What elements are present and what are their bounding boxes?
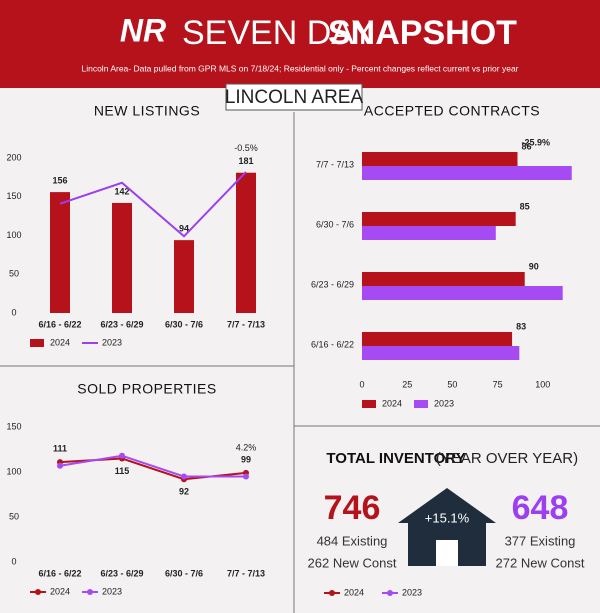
bar: [236, 172, 256, 313]
legend-label: 2024: [50, 337, 70, 347]
house-icon: [398, 488, 496, 566]
x-tick-label: 50: [447, 379, 457, 389]
title-bold: SNAPSHOT: [328, 14, 517, 52]
title-light: SEVEN DAY: [182, 14, 374, 52]
bar: [362, 272, 525, 286]
x-tick-label: 6/30 - 7/6: [165, 319, 203, 329]
x-tick-label: 7/7 - 7/13: [227, 568, 265, 578]
y-tick-label: 6/23 - 6/29: [311, 279, 354, 289]
value-label: 142: [114, 186, 129, 196]
y-tick-label: 100: [6, 230, 21, 240]
y-tick-label: 200: [6, 152, 21, 162]
bar: [50, 192, 70, 313]
inventory-new: 272 New Const: [496, 555, 585, 570]
point: [57, 462, 63, 469]
legend-marker: [35, 589, 41, 595]
point: [119, 452, 125, 459]
x-tick-label: 100: [535, 379, 550, 389]
y-tick-label: 0: [11, 556, 16, 566]
x-tick-label: 0: [359, 379, 364, 389]
value-label: 90: [529, 261, 539, 271]
area-label: LINCOLN AREA: [225, 87, 364, 108]
bar: [362, 152, 518, 166]
point: [181, 473, 187, 480]
legend-swatch: [414, 400, 428, 408]
legend-label: 2024: [50, 586, 70, 596]
y-tick-label: 6/16 - 6/22: [311, 339, 354, 349]
value-label: 94: [179, 224, 189, 234]
y-tick-label: 7/7 - 7/13: [316, 159, 354, 169]
header-bg: [0, 0, 600, 88]
x-tick-label: 7/7 - 7/13: [227, 319, 265, 329]
y-tick-label: 150: [6, 191, 21, 201]
value-label: 156: [52, 175, 67, 185]
bar: [362, 346, 520, 360]
x-tick-label: 6/23 - 6/29: [100, 568, 143, 578]
line: [59, 171, 247, 238]
area-box: [225, 83, 363, 111]
value-label: 111: [53, 443, 67, 453]
legend-label: 2023: [434, 398, 454, 408]
legend-label: 2024: [344, 587, 364, 597]
annotation: 4.2%: [236, 442, 257, 452]
legend-label: 2023: [102, 586, 122, 596]
legend-label: 2023: [102, 337, 122, 347]
legend-swatch: [362, 400, 376, 408]
inventory-subtitle: (YEAR OVER YEAR): [436, 450, 578, 467]
y-tick-label: 6/30 - 7/6: [316, 219, 354, 229]
value-label: 115: [115, 466, 130, 476]
house-door: [436, 540, 458, 566]
chart-title: NEW LISTINGS: [94, 103, 200, 119]
y-tick-label: 50: [9, 511, 19, 521]
bar: [174, 240, 194, 313]
value-label: 83: [516, 321, 526, 331]
x-tick-label: 6/23 - 6/29: [100, 319, 143, 329]
bar: [362, 166, 572, 180]
inventory-existing: 484 Existing: [317, 533, 388, 548]
subtitle: Lincoln Area- Data pulled from GPR MLS o…: [81, 63, 518, 73]
y-tick-label: 150: [6, 421, 21, 431]
y-tick-label: 0: [11, 307, 16, 317]
x-tick-label: 6/16 - 6/22: [38, 568, 81, 578]
inventory-existing: 377 Existing: [505, 533, 576, 548]
inventory-total: 648: [512, 489, 569, 527]
annotation: -0.5%: [234, 143, 258, 153]
inventory-title: TOTAL INVENTORY: [326, 450, 465, 467]
legend-marker: [87, 589, 93, 595]
line: [59, 454, 246, 478]
y-tick-label: 100: [6, 466, 21, 476]
value-label: 92: [179, 487, 189, 497]
value-label: 99: [241, 454, 251, 464]
x-tick-label: 6/16 - 6/22: [38, 319, 81, 329]
bar: [362, 332, 513, 346]
legend-swatch: [30, 339, 44, 347]
x-tick-label: 25: [402, 379, 412, 389]
bar: [362, 286, 563, 300]
value-label: 86: [521, 141, 531, 151]
bar: [362, 212, 516, 226]
inventory-total: 746: [324, 489, 381, 527]
chart-title: SOLD PROPERTIES: [77, 381, 217, 397]
chart-title: ACCEPTED CONTRACTS: [364, 103, 540, 119]
legend-label: 2024: [382, 398, 402, 408]
legend-marker: [329, 590, 335, 596]
x-tick-label: 6/30 - 7/6: [165, 568, 203, 578]
legend-marker: [387, 590, 393, 596]
inventory-new: 262 New Const: [308, 555, 397, 570]
inventory-change: +15.1%: [425, 510, 470, 525]
value-label: 85: [520, 201, 530, 211]
x-tick-label: 75: [493, 379, 503, 389]
legend-label: 2023: [402, 587, 422, 597]
annotation: -25.9%: [521, 137, 550, 147]
logo: NR: [120, 12, 166, 48]
bar: [112, 202, 132, 313]
point: [243, 473, 249, 480]
value-label: 181: [238, 156, 253, 166]
y-tick-label: 50: [9, 269, 19, 279]
bar: [362, 226, 496, 240]
